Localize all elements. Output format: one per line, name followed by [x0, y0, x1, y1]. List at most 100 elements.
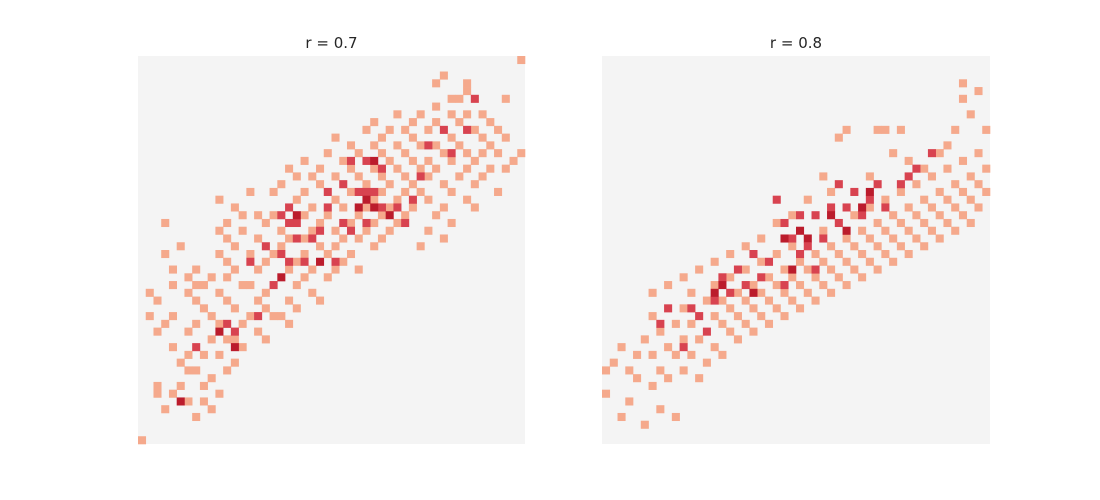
heatmap-cell: [238, 319, 247, 328]
heatmap-cell: [207, 374, 216, 383]
heatmap-cell: [478, 149, 487, 158]
heatmap-cell: [803, 195, 812, 204]
heatmap-cell: [842, 234, 851, 243]
heatmap-cell: [966, 172, 975, 181]
heatmap-cell: [393, 110, 402, 119]
heatmap-cell: [215, 288, 224, 297]
heatmap-cell: [285, 203, 294, 212]
heatmap-cell: [640, 420, 649, 429]
heatmap-cell: [718, 319, 727, 328]
heatmap-cell: [362, 187, 371, 196]
heatmap-cell: [339, 180, 348, 189]
heatmap-cell: [246, 187, 255, 196]
heatmap-cell: [796, 211, 805, 220]
heatmap-cell: [192, 296, 201, 305]
panel-right-title: r = 0.8: [770, 34, 822, 52]
heatmap-cell: [424, 226, 433, 235]
heatmap-cell: [757, 234, 766, 243]
heatmap-cell: [811, 273, 820, 282]
heatmap-cell: [292, 281, 301, 290]
heatmap-cell: [726, 288, 735, 297]
heatmap-cell: [362, 125, 371, 134]
heatmap-cell: [416, 242, 425, 251]
heatmap-cell: [687, 319, 696, 328]
heatmap-cell: [370, 195, 379, 204]
heatmap-cell: [757, 312, 766, 321]
heatmap-cell: [300, 257, 309, 266]
heatmap-cell: [633, 374, 642, 383]
heatmap-cell: [168, 343, 177, 352]
heatmap-cell: [439, 180, 448, 189]
heatmap-cell: [478, 133, 487, 142]
heatmap-cell: [943, 141, 952, 150]
heatmap-cell: [904, 226, 913, 235]
heatmap-cell: [463, 164, 472, 173]
heatmap-cell: [958, 187, 968, 196]
heatmap-cell: [640, 335, 649, 344]
heatmap-cell: [935, 211, 944, 220]
heatmap-cell: [741, 242, 750, 251]
heatmap-cell: [858, 211, 867, 220]
heatmap-cell: [687, 304, 696, 313]
heatmap-cell: [254, 211, 263, 220]
heatmap-cell: [912, 234, 921, 243]
heatmap-cell: [168, 265, 177, 274]
heatmap-cell: [625, 366, 634, 375]
heatmap-cell: [827, 288, 836, 297]
heatmap-cell: [207, 335, 216, 344]
heatmap-cell: [617, 412, 626, 422]
heatmap-cell: [935, 149, 944, 158]
heatmap-cell: [912, 164, 921, 173]
heatmap-cell: [982, 125, 991, 134]
heatmap-cell: [215, 250, 224, 259]
heatmap-cell: [951, 125, 960, 134]
heatmap-cell: [339, 203, 348, 212]
heatmap-cell: [447, 218, 456, 228]
heatmap-cell: [192, 412, 201, 422]
heatmap-cell: [308, 203, 317, 212]
heatmap-cell: [974, 87, 983, 96]
heatmap-cell: [277, 226, 286, 235]
heatmap-cell: [207, 312, 216, 321]
heatmap-cell: [277, 211, 286, 220]
heatmap-cell: [385, 156, 394, 165]
heatmap-cell: [246, 250, 255, 259]
heatmap-cell: [285, 218, 294, 228]
heatmap-cell: [176, 397, 185, 406]
heatmap-cell: [323, 149, 332, 158]
heatmap-cell: [447, 94, 456, 103]
heatmap-cell: [439, 234, 448, 243]
heatmap-cell: [377, 172, 386, 181]
heatmap-cell: [393, 203, 402, 212]
heatmap-cell: [951, 203, 960, 212]
heatmap-cell: [331, 265, 340, 274]
heatmap-cell: [865, 257, 874, 266]
heatmap-cell: [896, 180, 905, 189]
heatmap-cell: [718, 350, 727, 359]
heatmap-cell: [889, 211, 898, 220]
heatmap-cell: [323, 187, 332, 196]
heatmap-cell: [695, 374, 704, 383]
heatmap-cell: [796, 226, 805, 235]
heatmap-cell: [951, 226, 960, 235]
heatmap-cell: [463, 87, 472, 96]
heatmap-cell: [261, 304, 270, 313]
heatmap-cell: [323, 211, 332, 220]
heatmap-cell: [370, 203, 379, 212]
heatmap-cell: [927, 149, 936, 158]
heatmap-cell: [254, 327, 263, 336]
heatmap-cell: [401, 187, 410, 196]
heatmap-cell: [377, 203, 386, 212]
heatmap-cell: [439, 149, 448, 158]
heatmap-cell: [764, 319, 774, 328]
heatmap-cell: [455, 94, 464, 103]
heatmap-cell: [192, 366, 201, 375]
heatmap-cell: [254, 234, 263, 243]
heatmap-cell: [726, 273, 735, 282]
heatmap-cell: [176, 242, 185, 251]
heatmap-cell: [834, 273, 843, 282]
heatmap-cell: [718, 273, 727, 282]
heatmap-cell: [331, 257, 340, 266]
heatmap-cell: [501, 164, 510, 173]
heatmap-cell: [842, 281, 851, 290]
